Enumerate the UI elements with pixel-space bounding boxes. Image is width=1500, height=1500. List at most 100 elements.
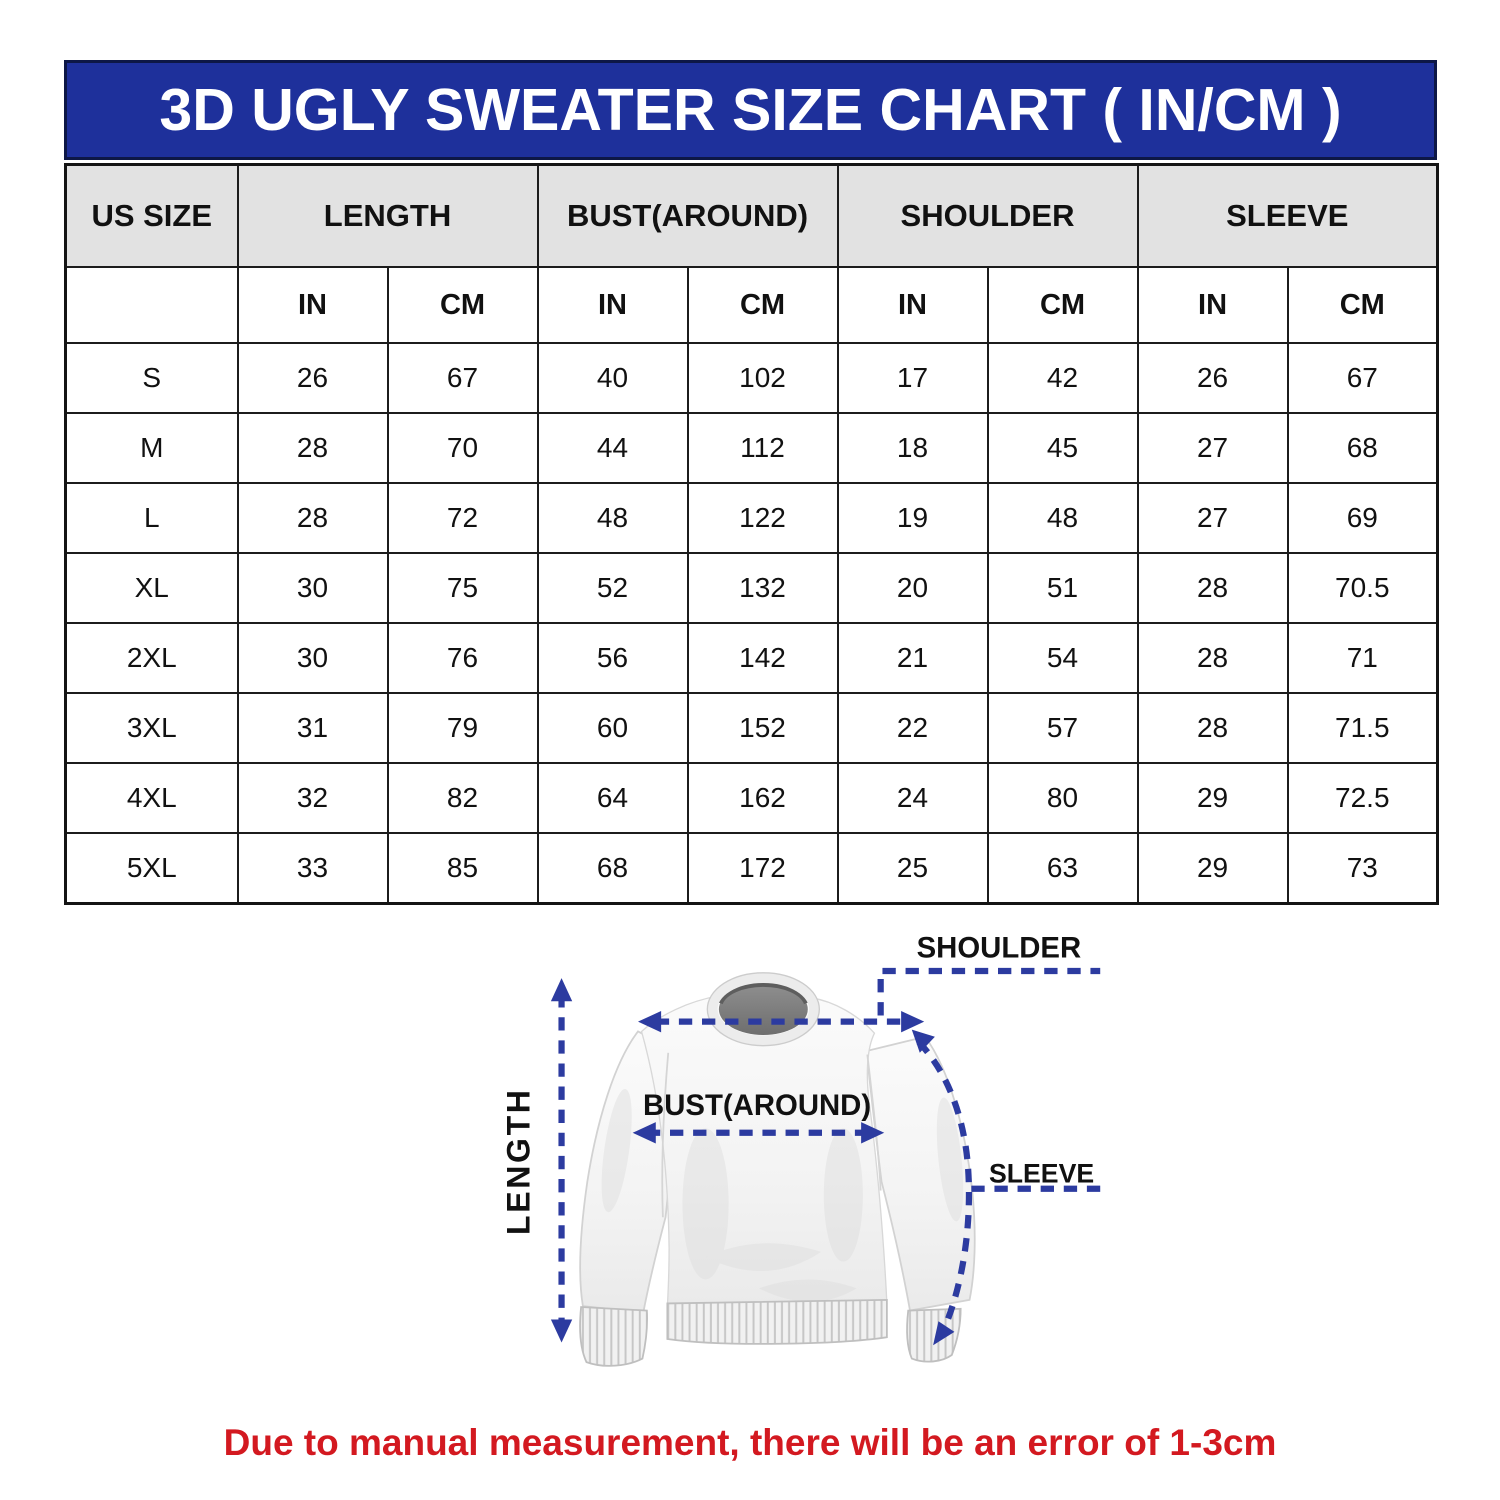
measurement-cell: 40: [536, 342, 689, 414]
collar-band: [707, 973, 819, 1046]
measurement-cell: 33: [236, 832, 389, 905]
unit-header: CM: [1286, 266, 1439, 344]
column-header: SHOULDER: [836, 163, 1139, 268]
measurement-cell: 72.5: [1286, 762, 1439, 834]
collar-back-rib: [716, 980, 810, 1005]
column-header: SLEEVE: [1136, 163, 1439, 268]
measurement-cell: 82: [386, 762, 539, 834]
measurement-cell: 52: [536, 552, 689, 624]
sweater-illustration: [579, 972, 976, 1367]
unit-header: [64, 266, 239, 344]
size-cell: 5XL: [64, 832, 239, 905]
table-row: 4XL 32 82 64 162 24 80 29 72.5: [64, 762, 1439, 834]
column-header: US SIZE: [64, 163, 239, 268]
size-cell: 4XL: [64, 762, 239, 834]
sweater-left-cuff: [579, 1306, 648, 1367]
measurement-cell: 60: [536, 692, 689, 764]
measurement-cell: 102: [686, 342, 839, 414]
measurement-cell: 73: [1286, 832, 1439, 905]
size-table: US SIZE LENGTH BUST(AROUND) SHOULDER SLEEVE I…: [64, 163, 1440, 905]
length-label: LENGTH: [501, 1087, 537, 1235]
measurement-cell: 71.5: [1286, 692, 1439, 764]
measurement-cell: 48: [536, 482, 689, 554]
table-unit-header-row: IN CM IN CM IN CM IN CM: [64, 266, 1439, 344]
measurement-cell: 80: [986, 762, 1139, 834]
measurement-cell: 32: [236, 762, 389, 834]
size-cell: XL: [64, 552, 239, 624]
size-cell: L: [64, 482, 239, 554]
measurement-cell: 48: [986, 482, 1139, 554]
measurement-cell: 142: [686, 622, 839, 694]
measurement-cell: 44: [536, 412, 689, 484]
measurement-cell: 51: [986, 552, 1139, 624]
shoulder-leader-line: [877, 967, 1101, 1016]
measurement-cell: 75: [386, 552, 539, 624]
size-cell: 3XL: [64, 692, 239, 764]
title-banner: 3D UGLY SWEATER SIZE CHART ( IN/CM ): [64, 60, 1437, 160]
sleeve-label: SLEEVE: [989, 1159, 1094, 1189]
measurement-cell: 172: [686, 832, 839, 905]
measurement-cell: 71: [1286, 622, 1439, 694]
measurement-cell: 79: [386, 692, 539, 764]
page-title: 3D UGLY SWEATER SIZE CHART ( IN/CM ): [159, 77, 1342, 143]
unit-header: CM: [986, 266, 1139, 344]
size-cell: M: [64, 412, 239, 484]
column-header: LENGTH: [236, 163, 539, 268]
measurement-cell: 30: [236, 622, 389, 694]
table-row: XL 30 75 52 132 20 51 28 70.5: [64, 552, 1439, 624]
length-arrowhead-bottom: [550, 1319, 573, 1343]
measurement-cell: 64: [536, 762, 689, 834]
measurement-cell: 31: [236, 692, 389, 764]
unit-header: IN: [1136, 266, 1289, 344]
sweater-right-cuff: [906, 1307, 962, 1363]
size-cell: S: [64, 342, 239, 414]
measurement-cell: 27: [1136, 482, 1289, 554]
measurement-cell: 162: [686, 762, 839, 834]
sleeve-arrow-curve: [916, 1039, 973, 1335]
table-row: M 28 70 44 112 18 45 27 68: [64, 412, 1439, 484]
measurement-cell: 26: [1136, 342, 1289, 414]
column-header: BUST(AROUND): [536, 163, 839, 268]
table-group-header-row: US SIZE LENGTH BUST(AROUND) SHOULDER SLEEVE: [64, 163, 1439, 268]
sweater-hem-rib: [666, 1298, 888, 1345]
measurement-cell: 112: [686, 412, 839, 484]
measurement-cell: 21: [836, 622, 989, 694]
unit-header: IN: [836, 266, 989, 344]
unit-header: IN: [536, 266, 689, 344]
measurement-cell: 152: [686, 692, 839, 764]
unit-header: IN: [236, 266, 389, 344]
measurement-cell: 27: [1136, 412, 1289, 484]
measurement-cell: 29: [1136, 832, 1289, 905]
measurement-cell: 85: [386, 832, 539, 905]
measurement-cell: 70: [386, 412, 539, 484]
size-cell: 2XL: [64, 622, 239, 694]
measurement-cell: 22: [836, 692, 989, 764]
collar-opening: [718, 983, 808, 1035]
bust-arrowhead-right: [861, 1122, 885, 1144]
bust-label: BUST(AROUND): [643, 1089, 871, 1122]
measurement-cell: 28: [1136, 552, 1289, 624]
measurement-cell: 18: [836, 412, 989, 484]
unit-header: CM: [386, 266, 539, 344]
measurement-cell: 76: [386, 622, 539, 694]
measurement-lines: [558, 967, 1104, 1335]
measurement-cell: 17: [836, 342, 989, 414]
measurement-cell: 68: [536, 832, 689, 905]
measurement-cell: 67: [386, 342, 539, 414]
left-seam: [661, 1052, 670, 1218]
table-row: L 28 72 48 122 19 48 27 69: [64, 482, 1439, 554]
table-row: 5XL 33 85 68 172 25 63 29 73: [64, 832, 1439, 905]
shoulder-arrowhead-right: [901, 1011, 925, 1033]
measurement-cell: 63: [986, 832, 1139, 905]
collar-outline: [706, 972, 820, 1047]
measurement-cell: 25: [836, 832, 989, 905]
measurement-cell: 28: [236, 482, 389, 554]
measurement-cell: 72: [386, 482, 539, 554]
measurement-error-note: Due to manual measurement, there will be…: [223, 1422, 1277, 1463]
measurement-cell: 122: [686, 482, 839, 554]
measurement-cell: 19: [836, 482, 989, 554]
measurement-cell: 42: [986, 342, 1139, 414]
shoulder-arrowhead-left: [638, 1011, 662, 1033]
sleeve-arrowhead-top: [911, 1029, 935, 1053]
